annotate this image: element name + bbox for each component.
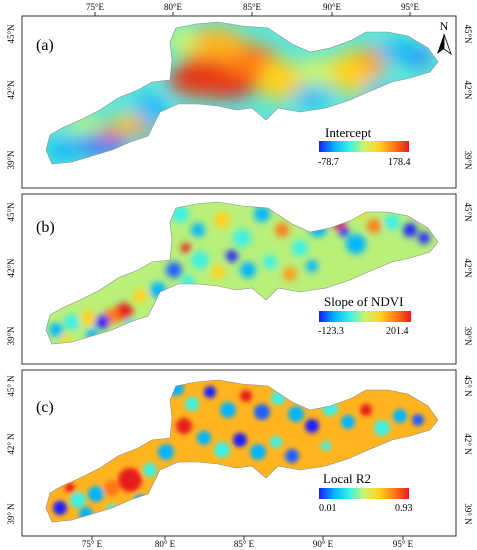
- panel-a-label: (a): [36, 37, 54, 54]
- lat-a-left-45: 45°N: [6, 24, 16, 44]
- lat-c-right-39: 39° N: [463, 503, 473, 525]
- lat-c-left-39: 39° N: [6, 503, 16, 525]
- legend-a-colorbar: [319, 141, 409, 152]
- legend-c-max: 0.93: [395, 503, 413, 514]
- panel-c: (c) Local R2 0.01 0.93 45° N 42° N 39° N…: [6, 369, 473, 549]
- north-arrow-label: N: [440, 19, 449, 33]
- lat-b-left-45: 45°N: [6, 202, 16, 222]
- panel-a: (a) N Intercept -78.7 178.4 75°E 80°E 85…: [6, 2, 473, 189]
- x-tick-top-75: 75°E: [86, 2, 105, 12]
- lat-b-left-42: 42°N: [6, 258, 16, 278]
- lat-c-left-45: 45° N: [6, 375, 16, 397]
- lat-ticks-c-right: 45° N 42° N 39° N: [463, 375, 473, 525]
- x-tick-bottom-95: 95° E: [393, 539, 414, 549]
- panel-b: (b) Slope of NDVI -123.3 201.4 45°N 42°N…: [6, 193, 473, 365]
- x-tick-top-80: 80°E: [164, 2, 183, 12]
- lat-c-left-42: 42° N: [6, 433, 16, 455]
- lat-ticks-a-left: 45°N 42°N 39°N: [6, 24, 16, 170]
- x-tick-top-85: 85°E: [243, 2, 262, 12]
- lat-a-left-42: 42°N: [6, 80, 16, 100]
- x-tick-top-90: 90°E: [323, 2, 342, 12]
- legend-a-min: -78.7: [318, 157, 339, 168]
- legend-b-colorbar: [319, 311, 411, 322]
- lat-ticks-a-right: 45°N 42°N 39°N: [463, 24, 473, 170]
- legend-a: Intercept -78.7 178.4: [318, 125, 411, 168]
- lat-ticks-c-left: 45° N 42° N 39° N: [6, 375, 16, 525]
- x-tick-bottom-80: 80° E: [155, 539, 176, 549]
- x-tick-bottom-85: 85° E: [234, 539, 255, 549]
- lat-c-right-42: 42° N: [463, 433, 473, 455]
- x-tick-top-95: 95°E: [401, 2, 420, 12]
- x-ticks-top: 75°E 80°E 85°E 90°E 95°E: [86, 2, 420, 16]
- panel-b-label: (b): [36, 219, 55, 236]
- lat-ticks-b-left: 45°N 42°N 39°N: [6, 202, 16, 346]
- lat-b-right-42: 42°N: [463, 258, 473, 278]
- legend-b-min: -123.3: [318, 326, 344, 337]
- x-tick-bottom-75: 75° E: [82, 539, 103, 549]
- lat-a-left-39: 39°N: [6, 150, 16, 170]
- legend-a-title: Intercept: [325, 125, 372, 140]
- legend-c-colorbar: [319, 488, 409, 499]
- lat-a-right-42: 42°N: [463, 80, 473, 100]
- legend-a-max: 178.4: [388, 157, 411, 168]
- x-tick-bottom-90: 90° E: [313, 539, 334, 549]
- lat-ticks-b-right: 45°N 42°N 39°N: [463, 202, 473, 346]
- legend-c-title: Local R2: [323, 471, 371, 486]
- legend-b: Slope of NDVI -123.3 201.4: [318, 294, 411, 337]
- lat-a-right-45: 45°N: [463, 24, 473, 44]
- x-ticks-bottom: 75° E 80° E 85° E 90° E 95° E: [82, 536, 414, 549]
- lat-b-right-45: 45°N: [463, 202, 473, 222]
- lat-a-right-39: 39°N: [463, 150, 473, 170]
- lat-b-left-39: 39°N: [6, 326, 16, 346]
- north-arrow: N: [437, 19, 452, 56]
- legend-c-min: 0.01: [319, 503, 337, 514]
- panel-c-label: (c): [36, 399, 54, 416]
- legend-c: Local R2 0.01 0.93: [319, 471, 413, 514]
- lat-c-right-45: 45° N: [463, 375, 473, 397]
- lat-b-right-39: 39°N: [463, 326, 473, 346]
- legend-b-title: Slope of NDVI: [324, 294, 403, 309]
- legend-b-max: 201.4: [386, 326, 409, 337]
- north-arrow-icon: [437, 34, 444, 54]
